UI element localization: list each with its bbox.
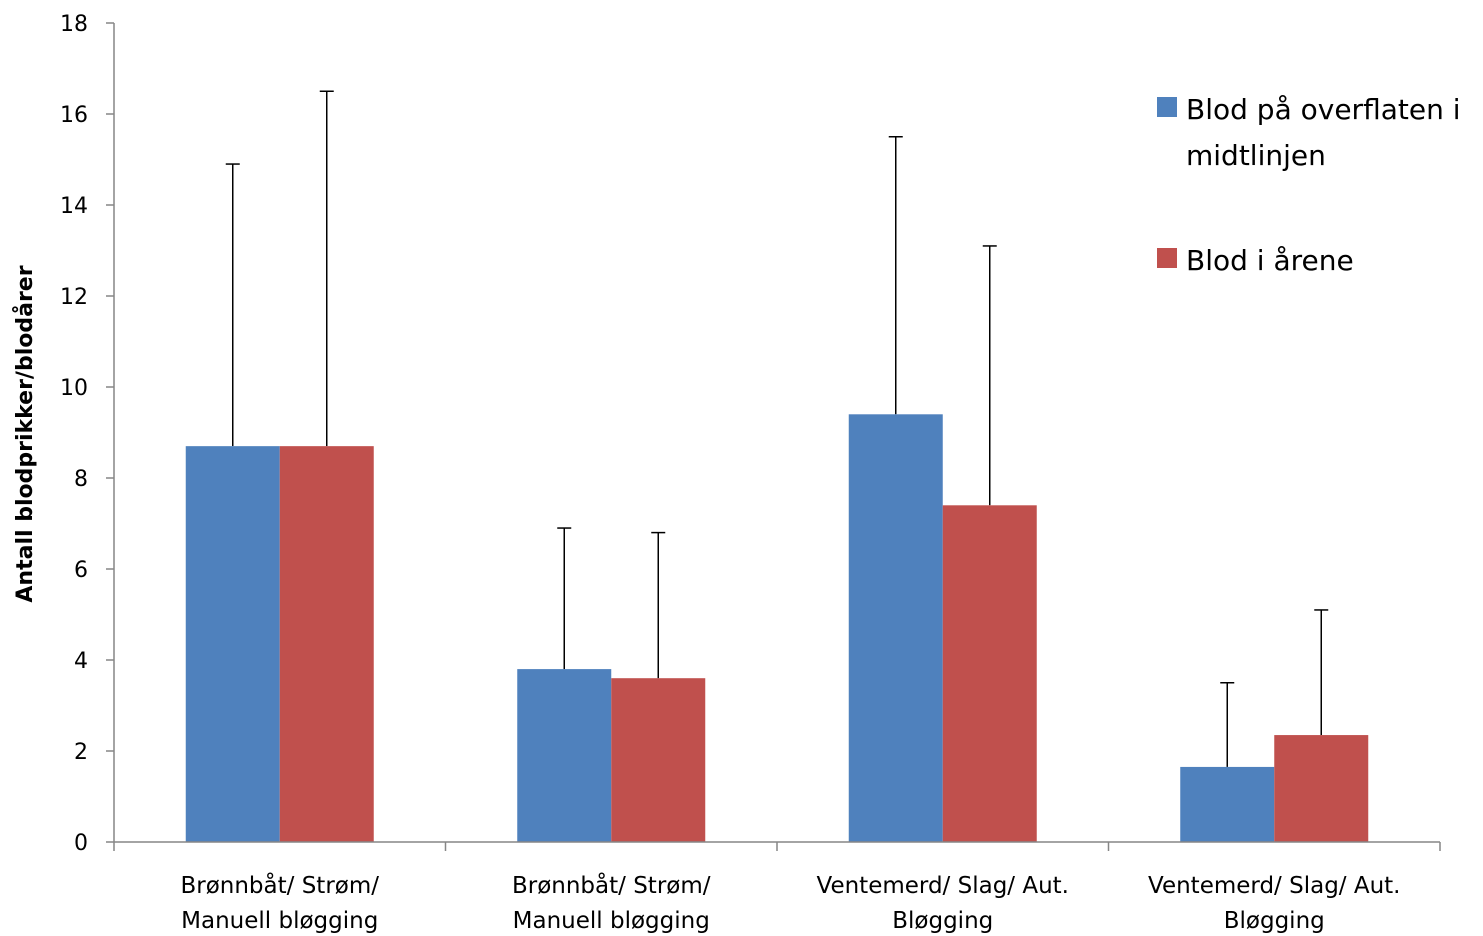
bar: [1180, 766, 1275, 842]
bar: [1274, 735, 1369, 842]
error-bars: [225, 90, 1329, 767]
y-tick-label: 8: [74, 467, 88, 492]
axes: [113, 23, 1441, 851]
y-tick-label: 16: [60, 103, 88, 128]
x-category-label: Brønnbåt/ Strøm/Manuell bløgging: [180, 871, 379, 934]
legend-swatch: [1157, 248, 1177, 268]
y-tick-label: 14: [60, 194, 88, 219]
y-tick-label: 10: [60, 376, 88, 401]
bar: [942, 505, 1037, 842]
bars: [185, 414, 1369, 842]
bar: [517, 669, 612, 842]
y-ticks: 0 2 4 6 8 10 12 14 16 18: [60, 12, 114, 856]
x-category-label: Ventemerd/ Slag/ Aut. Bløgging: [817, 873, 1070, 934]
y-tick-label: 2: [74, 740, 88, 765]
legend-label: Blod på overflaten i midtlinjen: [1186, 93, 1461, 172]
bar: [848, 414, 943, 842]
x-category-labels: Brønnbåt/ Strøm/Manuell bløgging Brønnbåt…: [180, 871, 1400, 934]
bar: [279, 446, 374, 842]
legend-swatch: [1157, 97, 1177, 117]
x-category-label: Brønnbåt/ Strøm/Manuell bløgging: [512, 871, 711, 934]
legend-label: Blod i årene: [1186, 244, 1354, 277]
y-tick-label: 0: [74, 831, 88, 856]
legend: Blod på overflaten i midtlinjen Blod i åre…: [1157, 93, 1461, 277]
y-tick-label: 4: [74, 649, 88, 674]
y-tick-label: 12: [60, 285, 88, 310]
y-tick-label: 6: [74, 558, 88, 583]
y-axis-label: Antall blodprikker/blodårer: [12, 265, 38, 602]
bar: [185, 446, 280, 842]
y-tick-label: 18: [60, 12, 88, 37]
bar: [611, 678, 706, 842]
x-category-label: Ventemerd/ Slag/ Aut. Bløgging: [1148, 873, 1401, 934]
